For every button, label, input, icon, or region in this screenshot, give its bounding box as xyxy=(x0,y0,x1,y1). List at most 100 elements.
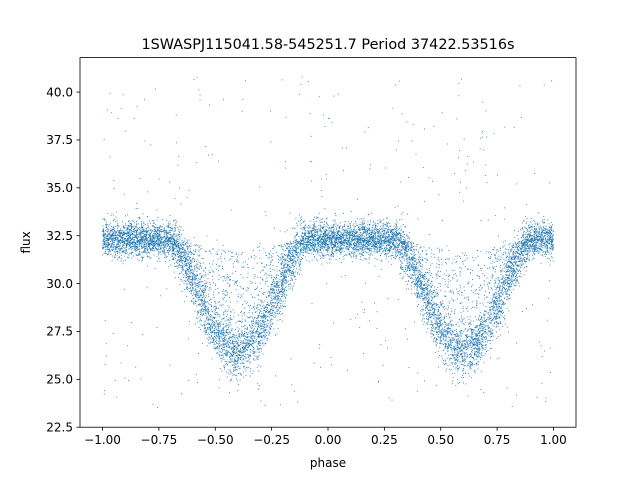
data-point xyxy=(242,288,244,290)
data-point xyxy=(144,242,146,244)
data-point xyxy=(377,238,379,239)
data-point xyxy=(270,312,272,314)
data-point xyxy=(258,324,260,326)
data-point xyxy=(176,241,178,243)
data-point xyxy=(256,307,258,309)
data-point xyxy=(254,342,256,344)
data-point xyxy=(498,311,500,313)
data-point xyxy=(394,245,396,247)
data-point xyxy=(488,292,490,294)
data-point xyxy=(240,357,241,359)
data-point xyxy=(248,355,250,357)
data-point xyxy=(264,306,266,308)
data-point xyxy=(231,358,233,360)
data-point xyxy=(535,239,537,241)
data-point xyxy=(414,284,416,286)
data-point xyxy=(218,336,220,338)
data-point xyxy=(111,239,113,241)
data-point xyxy=(275,278,276,280)
data-point xyxy=(341,248,343,250)
data-point xyxy=(421,285,423,287)
data-point xyxy=(325,240,327,242)
data-point xyxy=(381,236,383,238)
data-point xyxy=(361,239,363,241)
data-point xyxy=(298,221,300,222)
data-point xyxy=(235,348,237,350)
data-point xyxy=(249,349,251,351)
data-point xyxy=(444,362,446,364)
data-point xyxy=(418,276,420,278)
data-point xyxy=(315,241,317,243)
data-point xyxy=(200,266,202,268)
data-point xyxy=(463,359,464,361)
data-point xyxy=(429,309,431,311)
data-point xyxy=(320,241,322,243)
data-point xyxy=(417,250,419,252)
data-point xyxy=(269,309,271,311)
data-point xyxy=(116,244,118,246)
data-point xyxy=(126,236,127,238)
data-point xyxy=(453,300,455,301)
data-point xyxy=(113,227,115,229)
data-point xyxy=(462,308,464,310)
data-point xyxy=(191,276,193,278)
data-point xyxy=(221,291,223,293)
data-point xyxy=(393,248,395,249)
data-point xyxy=(331,247,333,248)
data-point xyxy=(132,220,134,222)
data-point xyxy=(442,343,443,345)
data-point xyxy=(503,258,505,260)
data-point xyxy=(353,249,355,251)
data-point xyxy=(406,288,408,290)
data-point xyxy=(162,250,164,252)
data-point xyxy=(332,247,334,249)
data-point xyxy=(536,244,538,246)
data-point xyxy=(339,236,341,238)
data-point xyxy=(282,294,284,296)
data-point xyxy=(161,243,163,245)
data-point xyxy=(467,346,469,348)
data-point xyxy=(257,336,258,338)
data-point xyxy=(534,251,536,253)
data-point xyxy=(456,355,458,357)
data-point xyxy=(143,223,145,225)
data-point xyxy=(187,245,189,247)
data-point xyxy=(193,237,195,239)
data-point xyxy=(238,334,240,336)
data-point xyxy=(402,241,404,243)
data-point xyxy=(233,266,234,268)
data-point xyxy=(373,241,375,243)
data-point xyxy=(114,245,116,247)
data-point xyxy=(455,346,457,348)
data-point xyxy=(258,246,260,248)
data-point xyxy=(138,240,140,242)
data-point xyxy=(259,291,261,293)
data-point xyxy=(207,278,209,280)
data-point xyxy=(266,305,268,307)
data-point xyxy=(143,246,145,248)
data-point xyxy=(232,272,234,274)
data-point xyxy=(167,225,169,227)
data-point xyxy=(295,238,297,240)
data-point xyxy=(488,340,490,341)
data-point xyxy=(202,262,204,264)
data-point xyxy=(501,308,502,310)
data-point xyxy=(113,188,115,190)
data-point xyxy=(236,337,238,338)
data-point xyxy=(236,261,238,263)
data-point xyxy=(261,342,263,344)
data-point xyxy=(528,248,530,250)
data-point xyxy=(106,246,108,248)
data-point xyxy=(435,295,437,297)
data-point xyxy=(365,229,367,231)
data-point xyxy=(532,239,534,241)
data-point xyxy=(339,234,341,236)
data-point xyxy=(328,231,330,233)
data-point xyxy=(339,225,341,227)
data-point xyxy=(390,241,392,243)
data-point xyxy=(427,282,429,284)
data-point xyxy=(505,289,507,291)
data-point xyxy=(513,264,515,266)
data-point xyxy=(260,299,262,301)
data-point xyxy=(345,240,346,242)
